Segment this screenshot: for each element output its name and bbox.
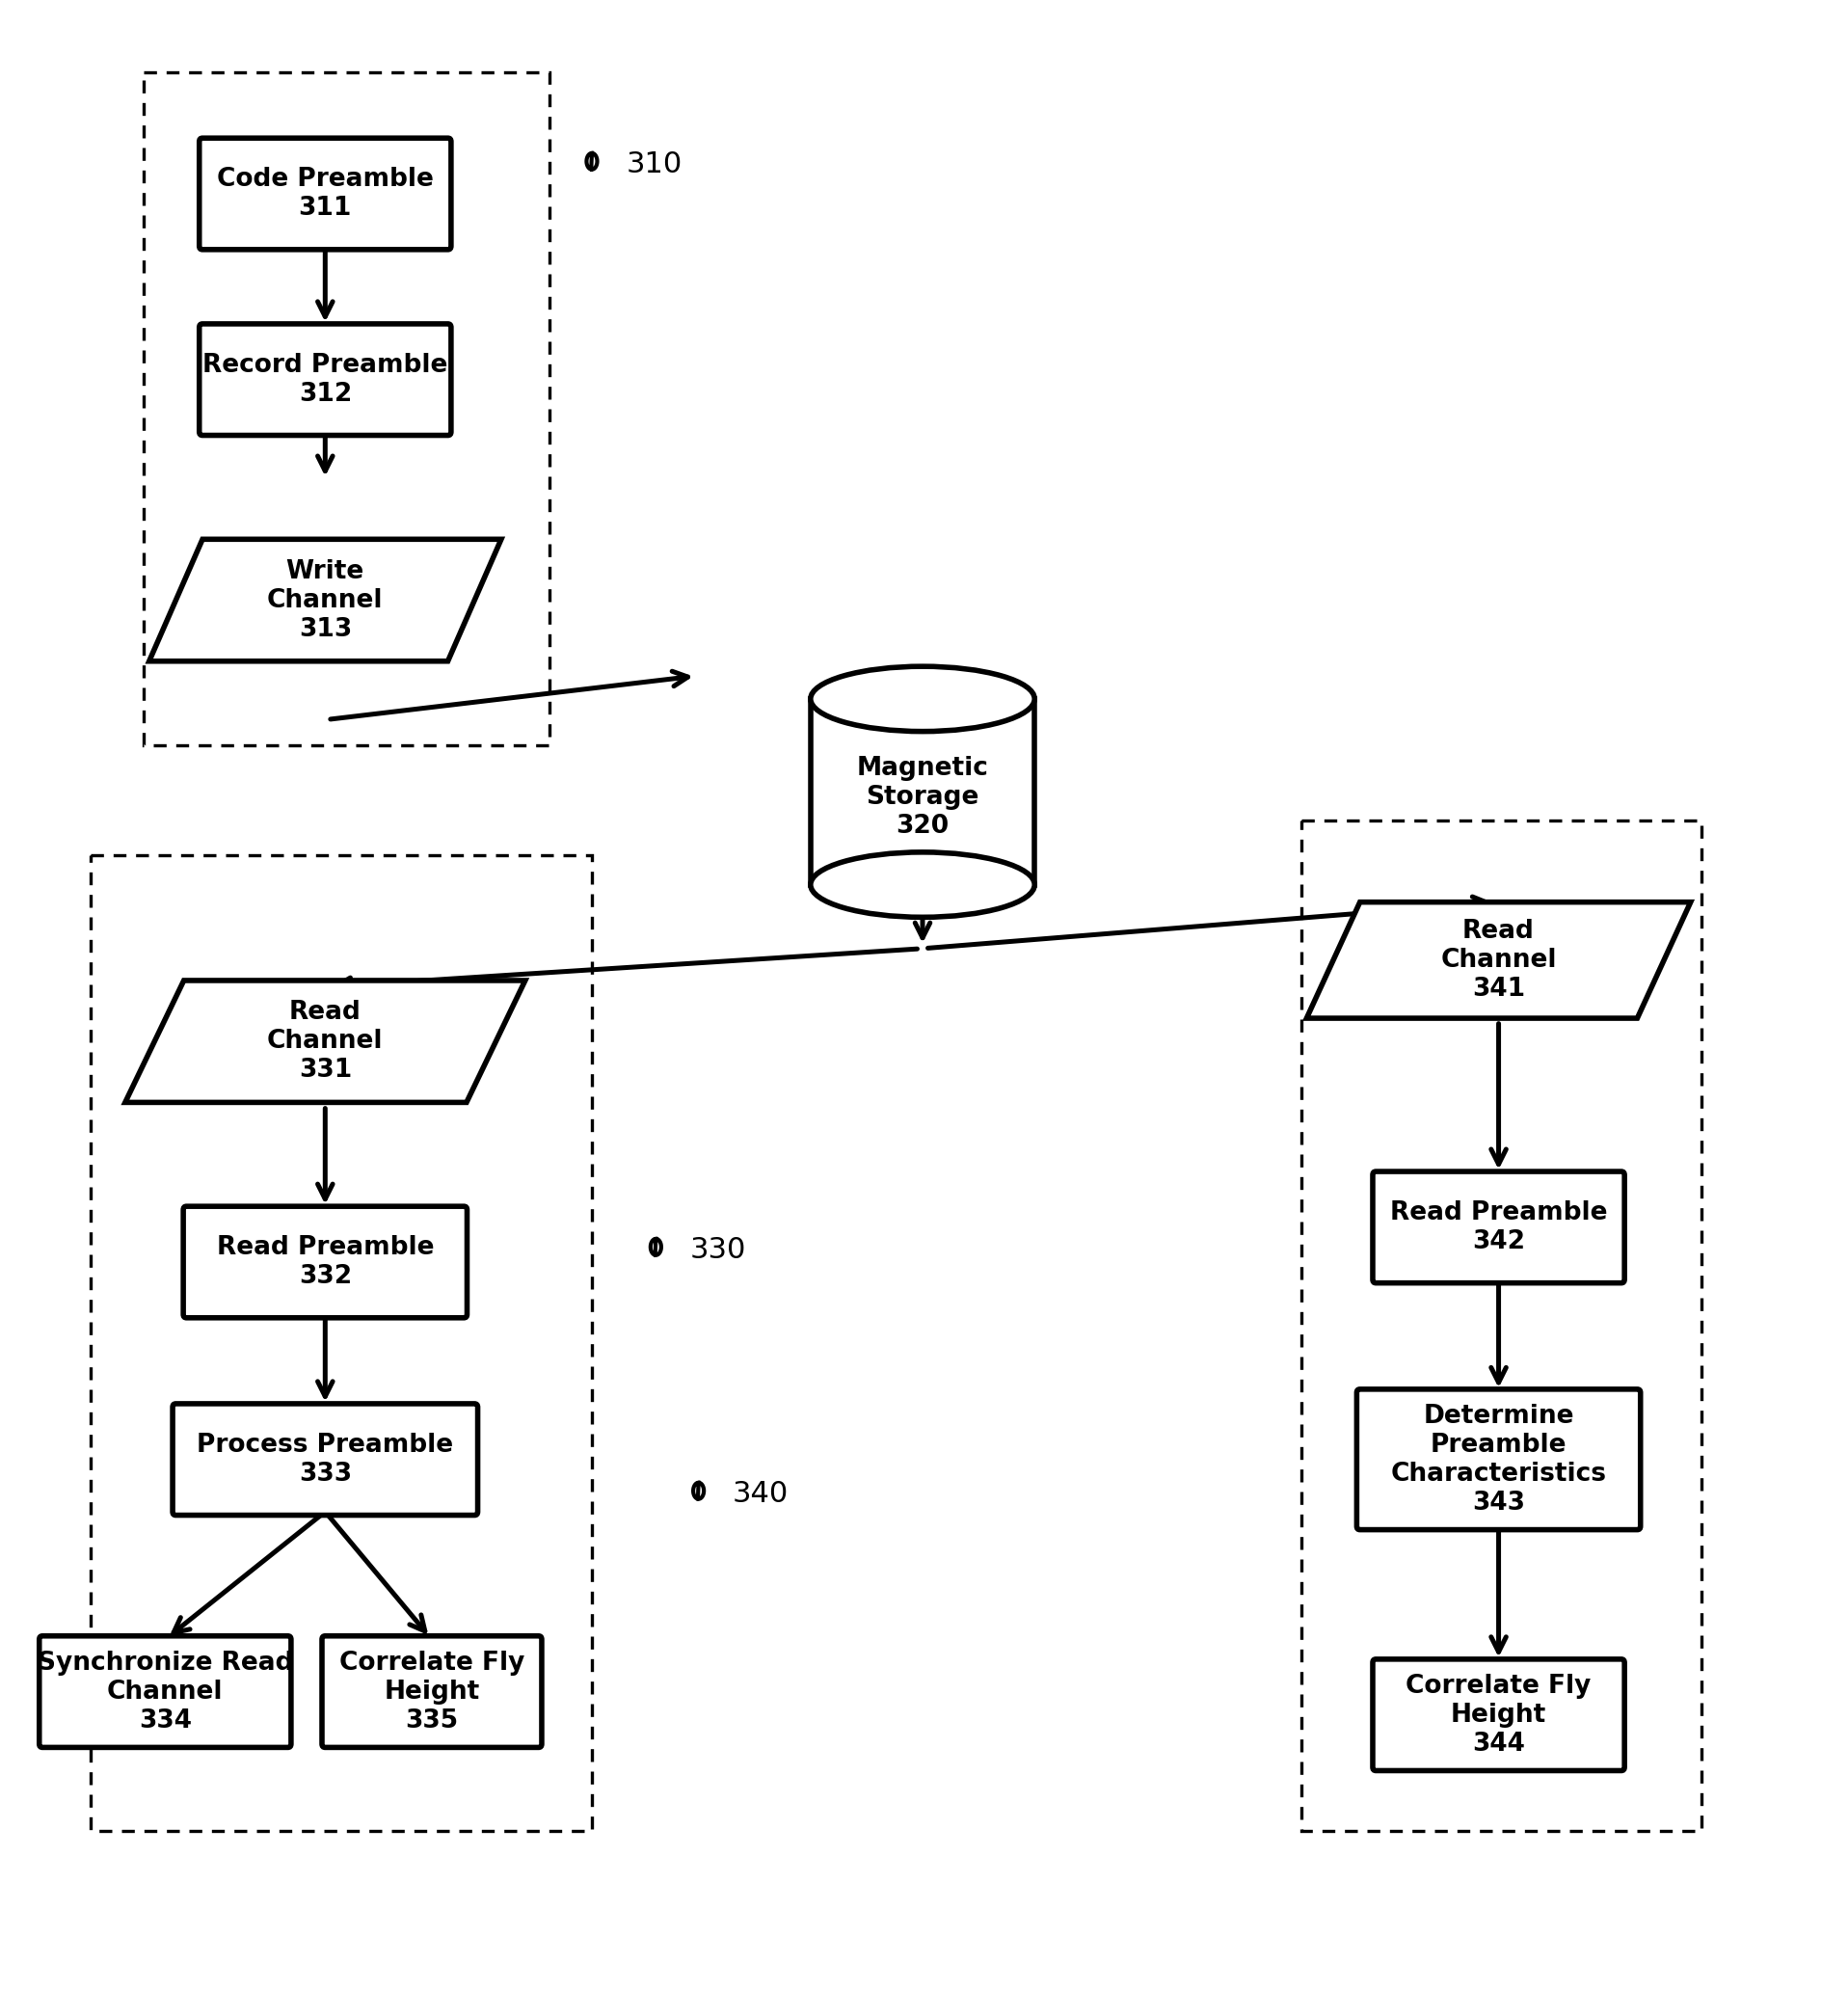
Ellipse shape <box>811 852 1035 917</box>
FancyBboxPatch shape <box>1356 1389 1641 1530</box>
Polygon shape <box>150 539 501 661</box>
Bar <box>91 856 591 1831</box>
Text: Read
Channel
341: Read Channel 341 <box>1441 919 1556 1001</box>
FancyBboxPatch shape <box>183 1206 468 1317</box>
Text: Magnetic
Storage
320: Magnetic Storage 320 <box>857 756 989 840</box>
Text: Process Preamble
333: Process Preamble 333 <box>198 1433 453 1487</box>
Text: Write
Channel
313: Write Channel 313 <box>268 559 383 641</box>
FancyBboxPatch shape <box>1373 1172 1624 1284</box>
FancyBboxPatch shape <box>1373 1660 1624 1771</box>
Text: Correlate Fly
Height
344: Correlate Fly Height 344 <box>1406 1674 1591 1757</box>
FancyBboxPatch shape <box>200 137 451 249</box>
FancyBboxPatch shape <box>322 1636 541 1747</box>
Bar <box>1301 820 1702 1831</box>
Polygon shape <box>1307 901 1691 1019</box>
FancyBboxPatch shape <box>39 1636 290 1747</box>
Text: Code Preamble
311: Code Preamble 311 <box>216 167 434 221</box>
Text: Determine
Preamble
Characteristics
343: Determine Preamble Characteristics 343 <box>1392 1403 1606 1514</box>
Bar <box>811 698 1035 886</box>
Text: 310: 310 <box>626 151 682 179</box>
FancyBboxPatch shape <box>200 324 451 436</box>
Bar <box>144 72 549 746</box>
Text: 340: 340 <box>732 1481 789 1508</box>
Polygon shape <box>126 981 525 1102</box>
Text: Synchronize Read
Channel
334: Synchronize Read Channel 334 <box>37 1650 294 1733</box>
Text: Record Preamble
312: Record Preamble 312 <box>203 352 447 406</box>
FancyBboxPatch shape <box>172 1403 479 1514</box>
Text: 330: 330 <box>689 1236 747 1264</box>
Text: Read Preamble
342: Read Preamble 342 <box>1390 1200 1608 1254</box>
Text: Read
Channel
331: Read Channel 331 <box>268 1001 383 1083</box>
Text: Correlate Fly
Height
335: Correlate Fly Height 335 <box>340 1650 525 1733</box>
Ellipse shape <box>811 667 1035 732</box>
Text: Read Preamble
332: Read Preamble 332 <box>216 1236 434 1290</box>
